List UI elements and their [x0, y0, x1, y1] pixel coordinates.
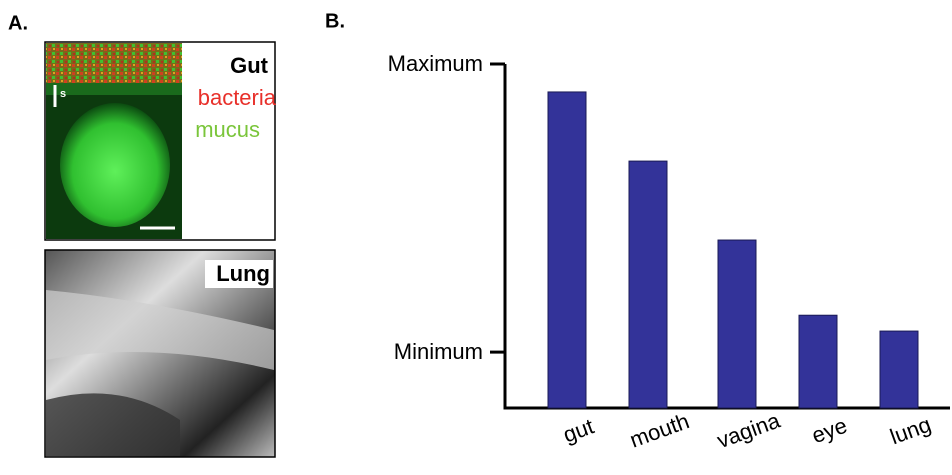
legend-text: bacteria	[198, 85, 277, 110]
panel-label: B.	[325, 10, 345, 32]
x-tick-label: eye	[808, 413, 850, 449]
bar	[718, 240, 756, 408]
page: A. B. s Gut bacteria mucus Lung Minimum M…	[0, 0, 952, 475]
x-tick-label: mouth	[626, 408, 692, 452]
panel-label: A.	[8, 12, 28, 34]
scale-label: s	[60, 88, 66, 100]
bar	[880, 331, 918, 408]
image-label: Lung	[216, 261, 270, 286]
x-tick-label: vagina	[714, 407, 784, 453]
y-tick-label: Minimum	[394, 339, 483, 364]
y-tick-label: Maximum	[388, 51, 483, 76]
figure: A. B. s Gut bacteria mucus Lung Minimum M…	[0, 0, 952, 475]
bar	[548, 92, 586, 408]
legend-text: mucus	[195, 117, 260, 142]
image-label: Gut	[230, 53, 269, 78]
x-tick-label: gut	[560, 413, 597, 447]
bar	[799, 315, 837, 408]
bar	[629, 161, 667, 408]
x-tick-label: lung	[887, 412, 935, 450]
